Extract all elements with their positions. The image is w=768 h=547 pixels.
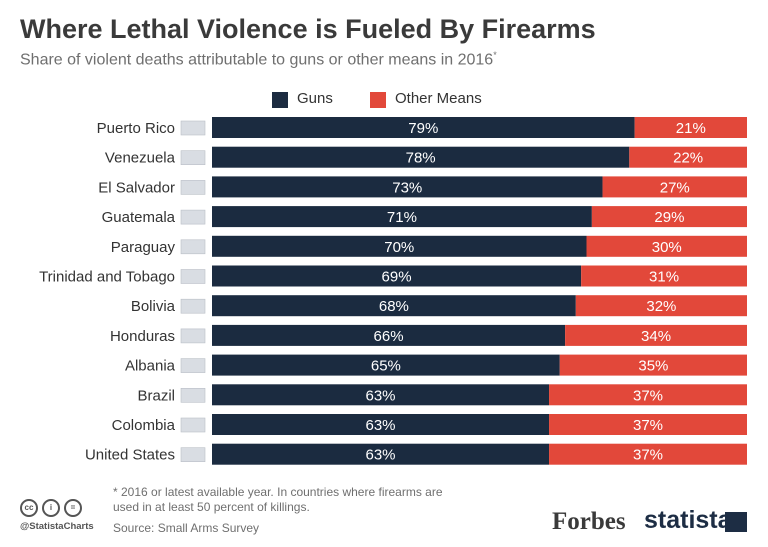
legend: Guns Other Means [0, 88, 768, 112]
bar-other-means [634, 117, 747, 138]
flag-icon [180, 358, 206, 373]
data-label: 65% [371, 358, 401, 375]
data-label: 34% [641, 328, 671, 345]
data-label: 63% [366, 447, 396, 464]
bar-other-means [575, 295, 747, 317]
bar-guns [212, 295, 576, 317]
bar-guns [212, 384, 550, 406]
category-label: Puerto Rico [97, 120, 175, 137]
flag-icon [180, 447, 206, 463]
data-label: 32% [646, 298, 676, 315]
bar-other-means [549, 384, 747, 406]
legend-label-other-means: Other Means [395, 90, 482, 107]
category-label: Albania [125, 358, 176, 375]
footnote: * 2016 or latest available year. In coun… [113, 485, 443, 514]
creative-commons-icon: cc [20, 499, 38, 517]
forbes-logo: Forbes [552, 508, 626, 535]
bar-guns [212, 414, 550, 435]
category-label: Honduras [110, 328, 175, 345]
bar-guns [212, 235, 587, 257]
flag-icon [180, 298, 206, 314]
bar-other-means [549, 414, 747, 435]
flag-icon [180, 209, 206, 225]
category-label: Venezuela [105, 150, 176, 167]
bar-guns [212, 324, 566, 346]
bar-other-means [586, 235, 747, 257]
flag-icon [180, 239, 206, 255]
legend-label-guns: Guns [297, 90, 333, 107]
flag-icon [180, 387, 206, 403]
bar-other-means [559, 354, 747, 376]
category-label: Paraguay [111, 239, 176, 256]
bar-guns [212, 354, 560, 376]
data-label: 29% [654, 209, 684, 226]
data-label: 79% [408, 120, 438, 137]
bar-guns [212, 146, 630, 168]
category-label: Bolivia [131, 298, 176, 315]
data-label: 27% [660, 179, 690, 196]
bar-other-means [565, 324, 747, 346]
bar-guns [212, 443, 550, 465]
data-label: 68% [379, 298, 409, 315]
attribution-icon: i [42, 499, 60, 517]
bar-other-means [602, 176, 747, 198]
data-label: 21% [676, 120, 706, 137]
data-label: 37% [633, 387, 663, 404]
data-label: 78% [406, 150, 436, 167]
bar-guns [212, 206, 592, 228]
bar-guns [212, 176, 603, 198]
bar-other-means [591, 206, 747, 228]
legend-swatch-other-means [370, 92, 386, 108]
bar-guns [212, 117, 635, 138]
data-label: 69% [382, 269, 412, 286]
bar-other-means [629, 146, 747, 168]
data-label: 73% [392, 179, 422, 196]
chart-subtitle: Share of violent deaths attributable to … [20, 50, 497, 69]
flag-icon [180, 120, 206, 136]
data-label: 71% [387, 209, 417, 226]
data-label: 31% [649, 269, 679, 286]
data-label: 30% [652, 239, 682, 256]
category-label: Guatemala [102, 209, 176, 226]
flag-icon [180, 417, 206, 433]
data-label: 35% [638, 358, 668, 375]
chart-title: Where Lethal Violence is Fueled By Firea… [20, 14, 596, 44]
category-label: Colombia [112, 417, 176, 434]
data-label: 37% [633, 447, 663, 464]
flag-icon [180, 150, 206, 165]
data-label: 66% [374, 328, 404, 345]
bar-guns [212, 265, 582, 287]
statista-handle: @StatistaCharts [20, 521, 94, 532]
data-label: 63% [366, 387, 396, 404]
data-label: 63% [366, 417, 396, 434]
statista-logo-mark [725, 512, 747, 532]
bar-other-means [581, 265, 747, 287]
category-label: United States [85, 447, 175, 464]
source: Source: Small Arms Survey [113, 521, 260, 535]
category-label: Trinidad and Tobago [39, 269, 175, 286]
flag-icon [180, 328, 206, 344]
no-derivatives-icon: = [64, 499, 82, 517]
flag-icon [180, 269, 206, 284]
category-label: El Salvador [98, 179, 175, 196]
flag-icon [180, 180, 206, 195]
data-label: 37% [633, 417, 663, 434]
bar-other-means [549, 443, 747, 465]
data-label: 70% [384, 239, 414, 256]
legend-swatch-guns [272, 92, 288, 108]
statista-logo: statista [644, 506, 732, 534]
data-label: 22% [673, 150, 703, 167]
category-label: Brazil [137, 387, 175, 404]
